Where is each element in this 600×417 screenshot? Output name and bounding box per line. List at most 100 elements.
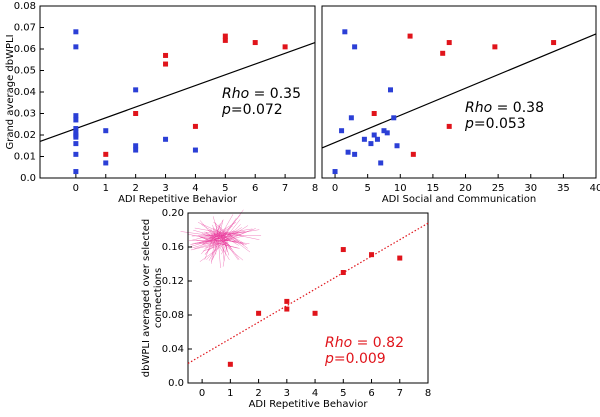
network-edge <box>225 240 249 243</box>
point <box>73 141 78 146</box>
annotation-value: = 0.38 <box>492 100 544 116</box>
point <box>163 53 168 58</box>
plot-frame <box>322 6 596 178</box>
x-tick-label: 30 <box>524 183 537 194</box>
point <box>223 38 228 43</box>
point <box>341 247 346 252</box>
x-tick-label: 40 <box>590 183 600 194</box>
point <box>73 113 78 118</box>
network-edge <box>228 235 250 252</box>
x-axis-label: ADI Social and Communication <box>382 194 536 205</box>
point <box>163 62 168 67</box>
point <box>193 148 198 153</box>
annotation: p=0.009 <box>324 351 386 367</box>
y-tick-label: 0.04 <box>162 344 184 355</box>
point <box>73 135 78 140</box>
annotation-value: =0.053 <box>474 116 526 132</box>
y-tick-label: 0.08 <box>14 1 36 12</box>
point <box>73 44 78 49</box>
point <box>103 160 108 165</box>
point <box>103 152 108 157</box>
annotation-value: =0.072 <box>231 102 283 118</box>
point <box>73 152 78 157</box>
point <box>133 111 138 116</box>
x-tick-label: 5 <box>222 183 228 194</box>
point <box>372 133 377 138</box>
x-tick-label: 35 <box>557 183 570 194</box>
annotation: p=0.053 <box>464 116 526 132</box>
y-tick-label: 0.03 <box>14 109 36 120</box>
point <box>447 124 452 129</box>
point <box>193 124 198 129</box>
y-tick-label: 0.0 <box>20 173 36 184</box>
point <box>447 40 452 45</box>
point <box>346 150 351 155</box>
x-tick-label: 4 <box>312 388 318 399</box>
annotation-label: p <box>221 102 231 118</box>
point <box>391 115 396 120</box>
y-tick-label: 0.12 <box>162 276 184 287</box>
point <box>103 128 108 133</box>
point <box>73 29 78 34</box>
y-axis-label: Grand average dbWPLI <box>5 34 16 149</box>
point <box>341 270 346 275</box>
annotation: Rho = 0.38 <box>465 100 544 116</box>
y-axis-label: connections <box>153 268 164 328</box>
point <box>253 40 258 45</box>
y-tick-label: 0.16 <box>162 242 184 253</box>
point <box>133 143 138 148</box>
annotation: Rho = 0.35 <box>222 86 301 102</box>
point <box>372 111 377 116</box>
point <box>283 44 288 49</box>
point <box>163 137 168 142</box>
trend-line <box>322 34 596 148</box>
x-tick-label: 3 <box>284 388 290 399</box>
point <box>352 44 357 49</box>
point <box>395 143 400 148</box>
x-tick-label: 1 <box>103 183 109 194</box>
x-tick-label: 0 <box>199 388 205 399</box>
point <box>368 141 373 146</box>
point <box>349 115 354 120</box>
annotation: p=0.072 <box>221 102 283 118</box>
network-edge <box>201 224 216 233</box>
x-tick-label: 10 <box>394 183 407 194</box>
point <box>333 169 338 174</box>
x-tick-label: 6 <box>252 183 258 194</box>
x-tick-label: 0 <box>73 183 79 194</box>
point <box>397 256 402 261</box>
point <box>223 34 228 39</box>
x-tick-label: 1 <box>227 388 233 399</box>
y-tick-label: 0.0 <box>168 378 184 389</box>
point <box>551 40 556 45</box>
point <box>284 307 289 312</box>
x-tick-label: 8 <box>425 388 431 399</box>
annotation-label: Rho <box>465 100 492 116</box>
y-tick-label: 0.06 <box>14 44 36 55</box>
point <box>313 311 318 316</box>
point <box>73 126 78 131</box>
point <box>378 160 383 165</box>
annotation-value: = 0.35 <box>249 86 301 102</box>
point <box>385 130 390 135</box>
y-tick-label: 0.01 <box>14 152 36 163</box>
x-tick-label: 8 <box>312 183 318 194</box>
annotation-label: Rho <box>222 86 249 102</box>
y-axis-label: dbWPLI averaged over selected <box>141 219 152 377</box>
network-inset <box>181 210 262 268</box>
point <box>133 87 138 92</box>
x-tick-label: 3 <box>162 183 168 194</box>
x-tick-label: 6 <box>368 388 374 399</box>
annotation-value: =0.009 <box>334 351 386 367</box>
point <box>342 29 347 34</box>
x-tick-label: 7 <box>282 183 288 194</box>
annotation-label: Rho <box>325 335 352 351</box>
point <box>284 299 289 304</box>
y-tick-label: 0.04 <box>14 87 36 98</box>
point <box>228 362 233 367</box>
x-tick-label: 2 <box>132 183 138 194</box>
x-tick-label: 25 <box>492 183 505 194</box>
point <box>73 117 78 122</box>
annotation: Rho = 0.82 <box>325 335 404 351</box>
